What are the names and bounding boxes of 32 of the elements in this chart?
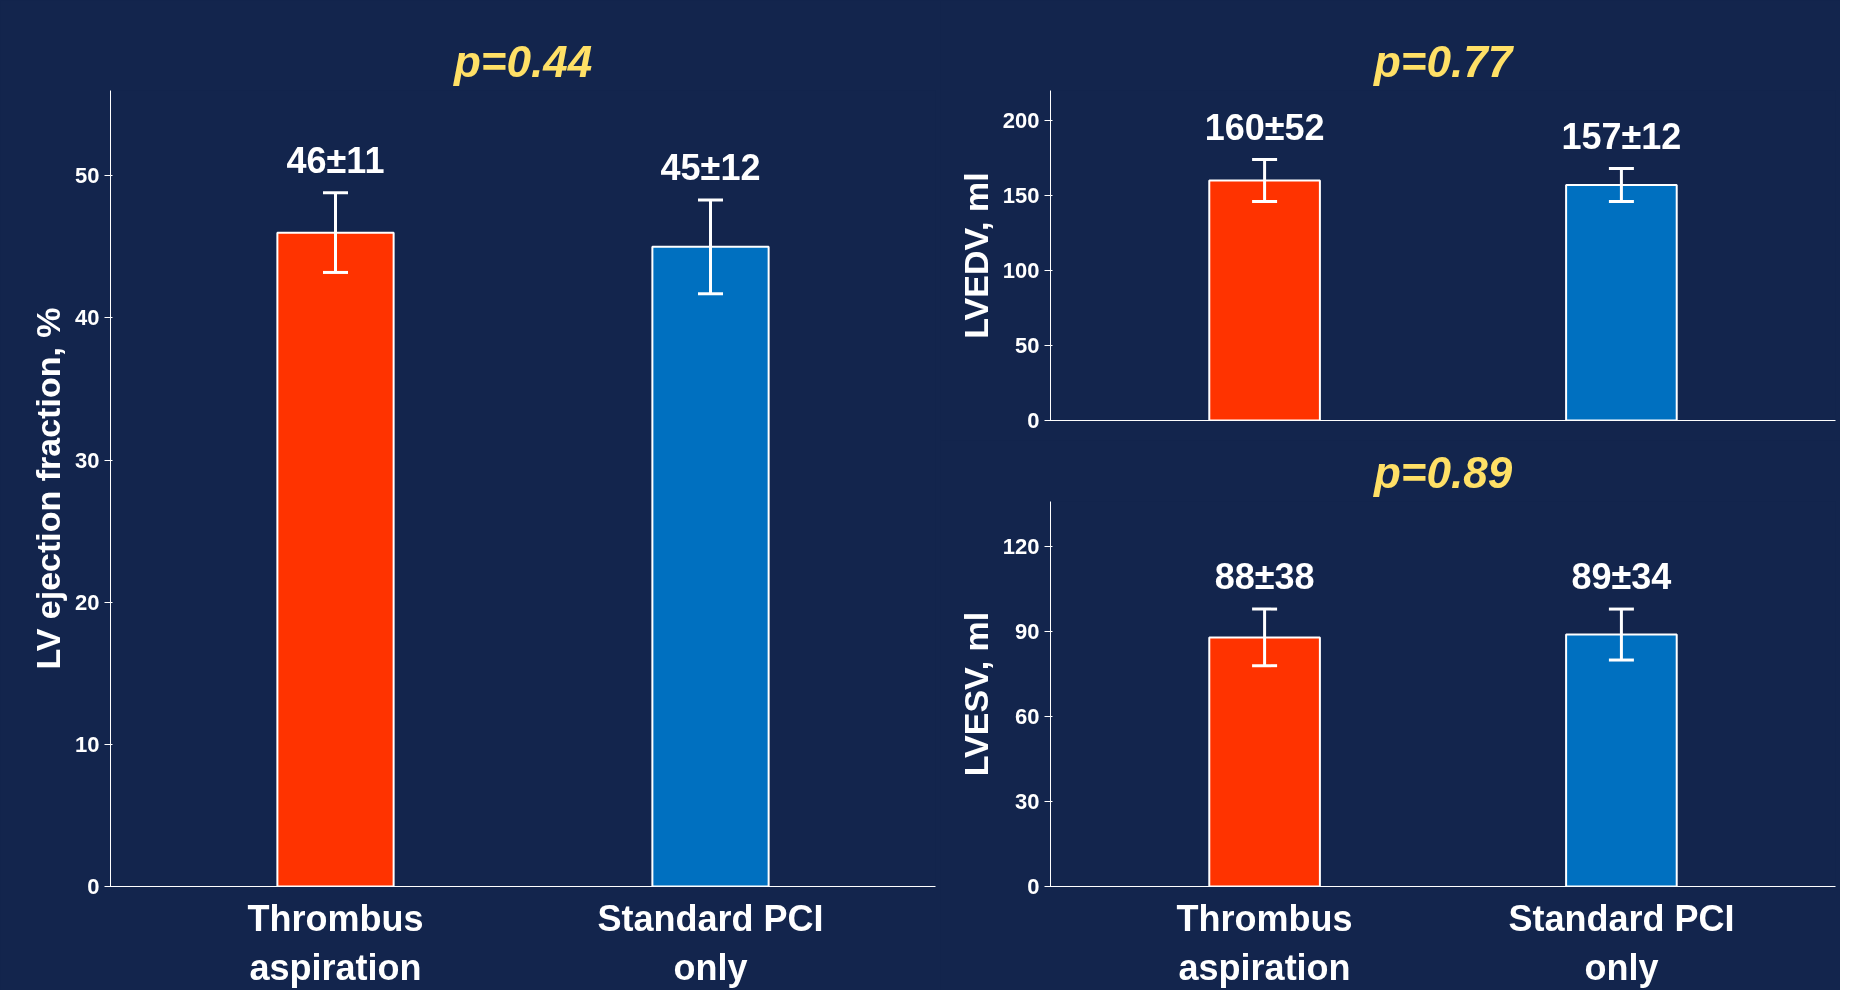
x-tick-label: Thrombus aspiration xyxy=(1176,897,1353,988)
y-tick-label: 0 xyxy=(87,874,100,899)
y-axis-title: LVESV, ml xyxy=(956,611,995,777)
chart-title: p=0.77 xyxy=(1372,36,1515,86)
y-tick-label: 10 xyxy=(75,731,100,757)
x-tick-label: Standard PCI only xyxy=(1508,897,1735,988)
chart-title: p=0.44 xyxy=(452,36,593,86)
y-tick-label: 50 xyxy=(1015,333,1040,358)
chart-title: p=0.89 xyxy=(1372,447,1513,497)
x-tick-label: Standard PCI only xyxy=(597,897,824,988)
y-tick-label: 0 xyxy=(1027,874,1040,899)
data-label: 89±34 xyxy=(1571,556,1672,598)
y-tick-label: 60 xyxy=(1015,704,1040,730)
y-axis-title: LV ejection fraction, % xyxy=(29,307,68,670)
y-tick-label: 100 xyxy=(1002,258,1040,283)
y-tick-label: 30 xyxy=(75,447,100,473)
x-tick-label: Thrombus aspiration xyxy=(247,897,424,988)
y-tick-label: 30 xyxy=(1015,789,1040,815)
data-label: 45±12 xyxy=(660,146,761,188)
y-tick-label: 40 xyxy=(75,305,100,331)
y-tick-label: 90 xyxy=(1015,619,1040,645)
data-label: 157±12 xyxy=(1561,115,1682,157)
y-tick-label: 120 xyxy=(1002,534,1040,560)
y-tick-label: 200 xyxy=(1002,108,1040,133)
y-axis-title: LVEDV, ml xyxy=(956,172,995,339)
data-label: 46±11 xyxy=(286,139,385,181)
y-tick-label: 150 xyxy=(1002,183,1040,208)
y-tick-label: 0 xyxy=(1027,408,1040,433)
data-label: 160±52 xyxy=(1204,106,1325,148)
y-tick-label: 50 xyxy=(75,163,100,189)
y-tick-label: 20 xyxy=(75,589,100,615)
data-label: 88±38 xyxy=(1214,556,1315,598)
